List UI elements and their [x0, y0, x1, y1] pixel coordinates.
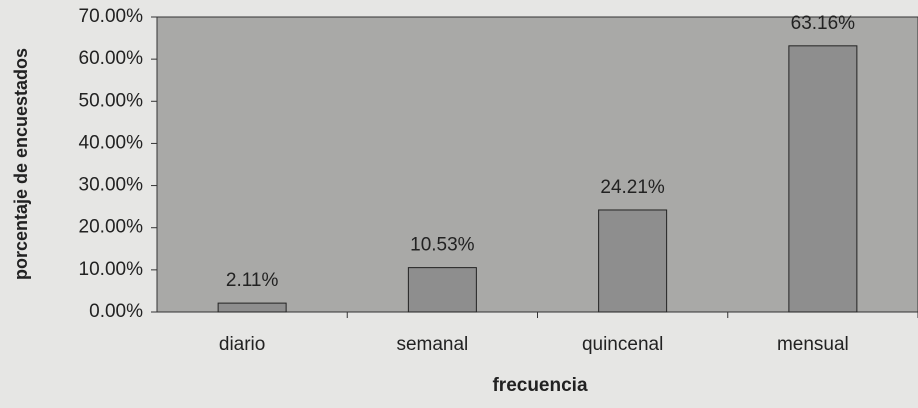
bar: [217, 302, 287, 313]
y-tick-label: 0.00%: [89, 301, 143, 322]
bar: [788, 45, 858, 313]
x-tick-label: semanal: [396, 334, 468, 355]
x-tick-label: mensual: [777, 334, 849, 355]
x-tick-label: quincenal: [582, 334, 663, 355]
y-tick-label: 50.00%: [79, 90, 144, 111]
value-label: 63.16%: [791, 13, 856, 34]
x-tick-label: diario: [219, 334, 265, 355]
y-tick-label: 20.00%: [79, 217, 144, 238]
value-label: 2.11%: [226, 270, 279, 291]
y-tick-label: 10.00%: [79, 259, 144, 280]
y-tick-label: 30.00%: [79, 175, 144, 196]
bar: [407, 267, 477, 313]
y-tick-label: 40.00%: [79, 132, 144, 153]
y-tick-label: 60.00%: [79, 48, 144, 69]
y-axis-label: porcentaje de encuestados: [11, 48, 31, 280]
bar: [598, 209, 668, 313]
value-label: 10.53%: [410, 235, 475, 256]
x-axis-label: frecuencia: [492, 375, 587, 396]
y-tick-label: 70.00%: [79, 6, 144, 27]
value-label: 24.21%: [600, 177, 665, 198]
